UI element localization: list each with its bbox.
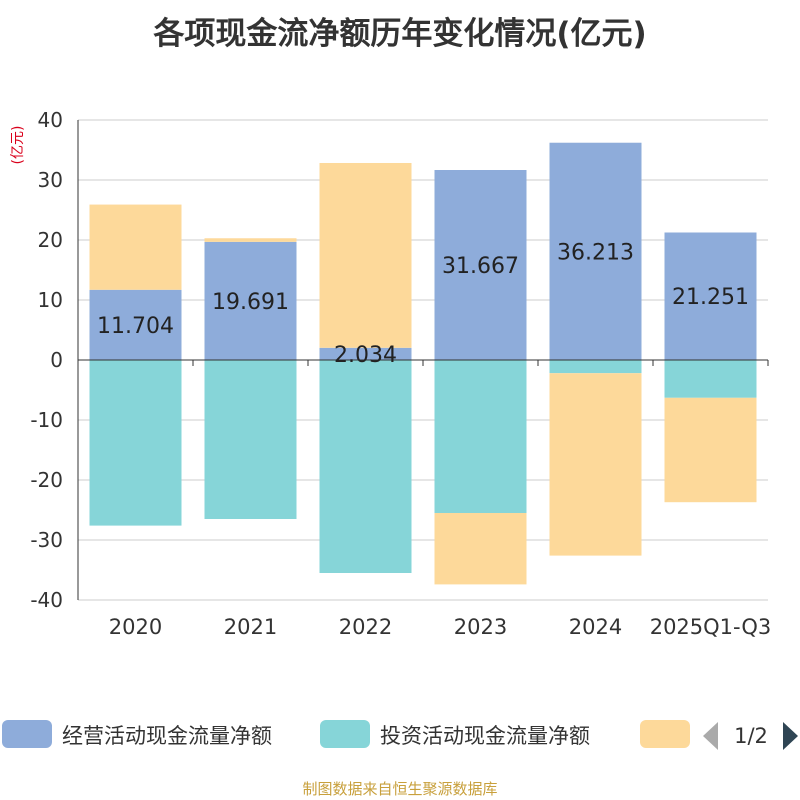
legend-page-indicator: 1/2 [734,724,768,748]
y-tick-label: 10 [38,288,63,312]
y-tick-label: -30 [30,528,63,552]
data-label: 36.213 [557,240,634,265]
data-label: 19.691 [212,290,289,315]
bar-series1[interactable] [204,241,297,360]
x-tick-label: 2023 [454,615,507,639]
x-tick-label: 2020 [109,615,162,639]
x-tick-label: 2022 [339,615,392,639]
y-tick-label: 0 [50,348,63,372]
legend-swatch[interactable] [320,720,370,748]
y-tick-label: 40 [38,108,63,132]
data-label: 31.667 [442,254,519,279]
chart-title: 各项现金流净额历年变化情况(亿元) [153,16,647,52]
bar-series3[interactable] [434,513,527,585]
data-label: 21.251 [672,285,749,310]
bar-series3[interactable] [89,204,182,290]
y-tick-label: 30 [38,168,63,192]
page-prev-icon[interactable] [703,722,718,750]
legend-label[interactable]: 投资活动现金流量净额 [380,724,590,748]
y-tick-label: -10 [30,408,63,432]
bar-series1[interactable] [664,232,757,360]
source-note: 制图数据来自恒生聚源数据库 [302,780,498,798]
bar-series2[interactable] [89,360,182,526]
bar-series2[interactable] [319,360,412,573]
y-tick-label: -40 [30,588,63,612]
y-tick-label: 20 [38,228,63,252]
bar-series3[interactable] [319,162,412,348]
y-tick-label: -20 [30,468,63,492]
legend-swatch[interactable] [640,720,690,748]
bar-series2[interactable] [664,360,757,398]
bar-series2[interactable] [434,360,527,513]
bar-series3[interactable] [204,238,297,242]
data-label: 11.704 [97,314,174,339]
bar-series2[interactable] [204,360,297,519]
page-next-icon[interactable] [783,722,798,750]
legend-label[interactable]: 经营活动现金流量净额 [62,724,272,748]
bar-series3[interactable] [664,397,757,503]
bar-series1[interactable] [89,289,182,360]
x-tick-label: 2024 [569,615,622,639]
y-axis-title: (亿元) [10,126,26,165]
bar-series3[interactable] [549,373,642,556]
x-tick-label: 2021 [224,615,277,639]
x-tick-label: 2025Q1-Q3 [650,615,772,639]
data-label: 2.034 [334,343,397,368]
bar-series1[interactable] [434,169,527,360]
bar-series1[interactable] [319,347,412,360]
legend-swatch[interactable] [2,720,52,748]
bar-series1[interactable] [549,142,642,360]
bar-series2[interactable] [549,360,642,374]
